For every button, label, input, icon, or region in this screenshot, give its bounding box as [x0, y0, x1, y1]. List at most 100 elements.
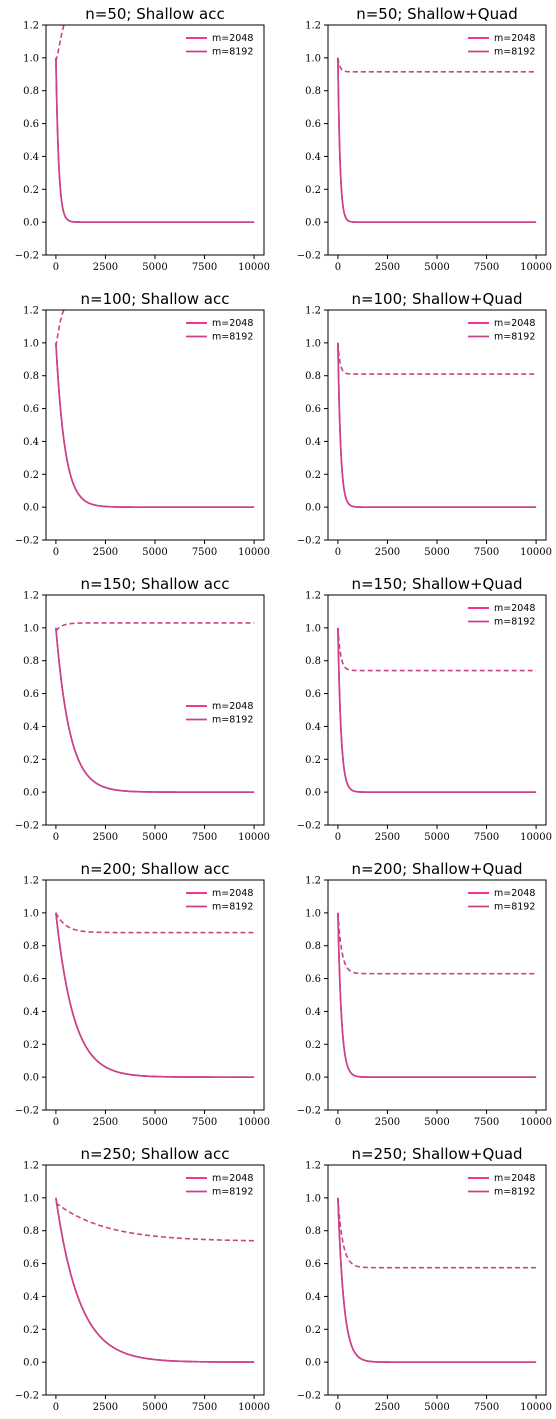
axes-frame [45, 309, 265, 541]
y-tick-label: 0.0 [23, 1073, 39, 1084]
series-group [55, 1197, 255, 1363]
legend-label: m=2048 [212, 33, 253, 44]
y-tick-label: −0.2 [15, 1106, 39, 1117]
y-tick-label: 0.2 [23, 755, 39, 766]
y-tick-label: 0.4 [305, 1292, 321, 1303]
legend-label: m=2048 [212, 888, 253, 899]
x-tick-label: 0 [53, 1402, 59, 1413]
chart-panel: n=100; Shallow acc −0.2 0.0 0.2 0.4 0.6 0.8 1.0… [15, 290, 270, 558]
chart-panel: n=200; Shallow acc −0.2 0.0 0.2 0.4 0.6 0.8 1.0… [15, 860, 270, 1128]
x-tick-label: 5000 [142, 832, 167, 843]
dashed-series-line [55, 1201, 255, 1242]
series-line-m=2048 [55, 57, 255, 223]
x-tick-label: 0 [53, 832, 59, 843]
chart-panel: n=50; Shallow acc −0.2 0.0 0.2 0.4 0.6 0.8 1.0 1… [15, 5, 270, 273]
legend-label: m=8192 [494, 617, 535, 628]
x-tick-label: 5000 [424, 1402, 449, 1413]
y-tick-label: 1.2 [305, 306, 321, 317]
y-tick-label: 1.0 [305, 908, 321, 919]
axes-frame [327, 309, 547, 541]
dashed-series-line [55, 622, 255, 632]
legend-label: m=2048 [212, 1173, 253, 1184]
x-tick-label: 2500 [93, 832, 118, 843]
y-tick-label: −0.2 [297, 1106, 321, 1117]
y-tick-label: 0.0 [23, 503, 39, 514]
legend-label: m=8192 [494, 902, 535, 913]
series-line-m=8192 [337, 342, 537, 508]
x-tick-label: 0 [335, 832, 341, 843]
legend-label: m=8192 [494, 47, 535, 58]
y-tick-label: 0.8 [305, 1226, 321, 1237]
legend-label: m=2048 [494, 33, 535, 44]
x-tick-label: 7500 [192, 262, 217, 273]
y-tick-label: 0.4 [23, 722, 39, 733]
y-tick-label: 0.0 [23, 788, 39, 799]
legend: m=2048 m=8192 [468, 33, 535, 58]
legend-label: m=8192 [494, 332, 535, 343]
axes-frame [45, 1164, 265, 1396]
y-tick-label: −0.2 [297, 821, 321, 832]
x-tick-label: 0 [53, 547, 59, 558]
y-tick-label: 0.4 [23, 437, 39, 448]
legend-label: m=2048 [494, 1173, 535, 1184]
series-line-m=8192 [55, 342, 255, 508]
y-tick-label: 0.2 [23, 470, 39, 481]
x-tick-label: 0 [335, 262, 341, 273]
series-line-m=2048 [337, 342, 537, 508]
y-tick-label: 1.0 [305, 623, 321, 634]
y-tick-label: 0.2 [23, 185, 39, 196]
y-tick-label: −0.2 [15, 821, 39, 832]
chart-title: n=250; Shallow+Quad [351, 1145, 522, 1163]
series-group [337, 627, 537, 793]
dashed-series-line [55, 912, 255, 934]
y-tick-label: 0.8 [23, 656, 39, 667]
chart-panel: n=200; Shallow+Quad −0.2 0.0 0.2 0.4 0.6 0.8 1.… [297, 860, 552, 1128]
series-line-m=2048 [337, 627, 537, 793]
x-tick-label: 0 [335, 1117, 341, 1128]
legend: m=2048 m=8192 [468, 888, 535, 913]
x-tick-label: 10000 [520, 1117, 552, 1128]
y-tick-label: 0.0 [305, 788, 321, 799]
series-group [55, 912, 255, 1078]
legend: m=2048 m=8192 [186, 318, 253, 343]
x-tick-label: 5000 [142, 1117, 167, 1128]
y-tick-label: 0.2 [23, 1325, 39, 1336]
x-tick-label: 7500 [474, 832, 499, 843]
y-tick-label: −0.2 [297, 536, 321, 547]
y-tick-label: 0.4 [23, 1007, 39, 1018]
series-line-m=2048 [337, 912, 537, 1078]
legend-label: m=8192 [212, 902, 253, 913]
y-tick-label: 1.0 [23, 908, 39, 919]
y-tick-label: 1.0 [23, 623, 39, 634]
y-tick-label: 1.2 [305, 1161, 321, 1172]
y-tick-label: 0.0 [305, 1073, 321, 1084]
x-tick-label: 2500 [375, 1117, 400, 1128]
x-tick-label: 5000 [424, 832, 449, 843]
x-tick-label: 5000 [142, 547, 167, 558]
y-tick-label: −0.2 [15, 1391, 39, 1402]
y-tick-label: −0.2 [15, 536, 39, 547]
series-group [55, 310, 255, 508]
y-tick-label: 0.4 [23, 152, 39, 163]
x-tick-label: 7500 [474, 1402, 499, 1413]
y-tick-label: 0.6 [305, 974, 321, 985]
chart-title: n=50; Shallow acc [85, 5, 224, 23]
dashed-series-line [337, 912, 537, 975]
y-tick-label: 0.8 [305, 656, 321, 667]
legend: m=2048 m=8192 [186, 33, 253, 58]
x-tick-label: 7500 [192, 832, 217, 843]
series-line-m=8192 [55, 1197, 255, 1363]
x-tick-label: 10000 [238, 1117, 270, 1128]
chart-title: n=50; Shallow+Quad [356, 5, 518, 23]
legend-label: m=2048 [494, 888, 535, 899]
series-group [337, 912, 537, 1078]
axes-frame [327, 594, 547, 826]
y-tick-label: 0.8 [23, 86, 39, 97]
dashed-series-line [55, 25, 65, 62]
y-tick-label: 0.6 [305, 404, 321, 415]
y-tick-label: 1.0 [23, 1193, 39, 1204]
legend: m=2048 m=8192 [186, 701, 253, 726]
legend-label: m=2048 [494, 603, 535, 614]
legend-label: m=2048 [212, 701, 253, 712]
y-tick-label: 1.2 [23, 876, 39, 887]
